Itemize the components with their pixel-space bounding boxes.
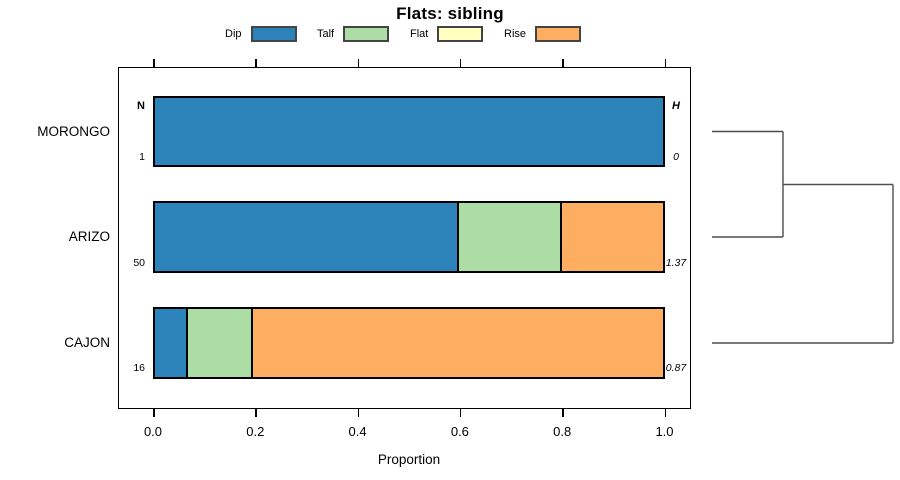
x-axis-tick-bottom — [255, 409, 257, 417]
x-axis-tick-top — [357, 59, 360, 67]
x-tick-label: 0.2 — [246, 424, 265, 439]
x-axis-tick-top — [255, 59, 257, 67]
y-label-cajon: CAJON — [64, 335, 110, 350]
n-value-morongo: 1 — [139, 151, 145, 163]
legend-label-flat: Flat — [410, 27, 429, 40]
h-value-morongo: 0 — [673, 151, 679, 163]
legend-swatch-rise — [535, 25, 582, 42]
n-column-header: N — [137, 100, 145, 112]
bar-cajon — [153, 307, 665, 379]
bar-segment-rise — [253, 307, 665, 379]
legend-label-talf: Talf — [317, 27, 335, 40]
y-label-morongo: MORONGO — [37, 124, 110, 139]
legend-label-rise: Rise — [504, 27, 527, 40]
x-tick-label: 0.8 — [553, 424, 572, 439]
legend-item-rise: Rise — [504, 25, 582, 42]
legend-label-dip: Dip — [225, 27, 242, 40]
bar-segment-dip — [153, 96, 665, 167]
bar-arizo — [153, 201, 665, 273]
h-value-cajon: 0.87 — [665, 362, 687, 374]
legend-item-talf: Talf — [317, 25, 390, 42]
h-column-header: H — [672, 100, 680, 112]
legend-swatch-dip — [250, 25, 297, 42]
x-tick-label: 0.0 — [143, 424, 163, 439]
chart-title: Flats: sibling — [396, 4, 504, 23]
x-tick-label: 1.0 — [655, 424, 674, 439]
x-axis-tick-bottom — [153, 409, 155, 417]
x-axis-tick-top — [664, 59, 666, 67]
bar-segment-talf — [188, 307, 254, 379]
bar-segment-dip — [153, 201, 460, 273]
y-label-arizo: ARIZO — [68, 229, 110, 244]
x-tick-label: 0.4 — [348, 424, 367, 439]
legend-swatch-talf — [343, 25, 390, 42]
x-axis-tick-bottom — [357, 409, 360, 417]
h-value-arizo: 1.37 — [665, 257, 687, 269]
legend-swatch-flat — [437, 25, 484, 42]
x-axis-title: Proportion — [377, 452, 441, 467]
x-axis-tick-bottom — [562, 409, 564, 417]
legend-item-flat: Flat — [410, 25, 484, 42]
bar-segment-dip — [153, 307, 189, 379]
bar-morongo — [153, 96, 665, 167]
n-value-arizo: 50 — [133, 257, 145, 269]
bar-segment-rise — [561, 201, 665, 273]
x-axis-tick-top — [562, 59, 564, 67]
x-axis-tick-bottom — [664, 409, 666, 417]
legend-item-dip: Dip — [225, 25, 297, 42]
x-axis-tick-top — [153, 59, 155, 67]
bar-segment-talf — [459, 201, 562, 273]
x-tick-label: 0.6 — [450, 424, 469, 439]
x-axis-tick-bottom — [459, 409, 462, 417]
n-value-cajon: 16 — [133, 362, 145, 374]
x-axis-tick-top — [459, 59, 462, 67]
